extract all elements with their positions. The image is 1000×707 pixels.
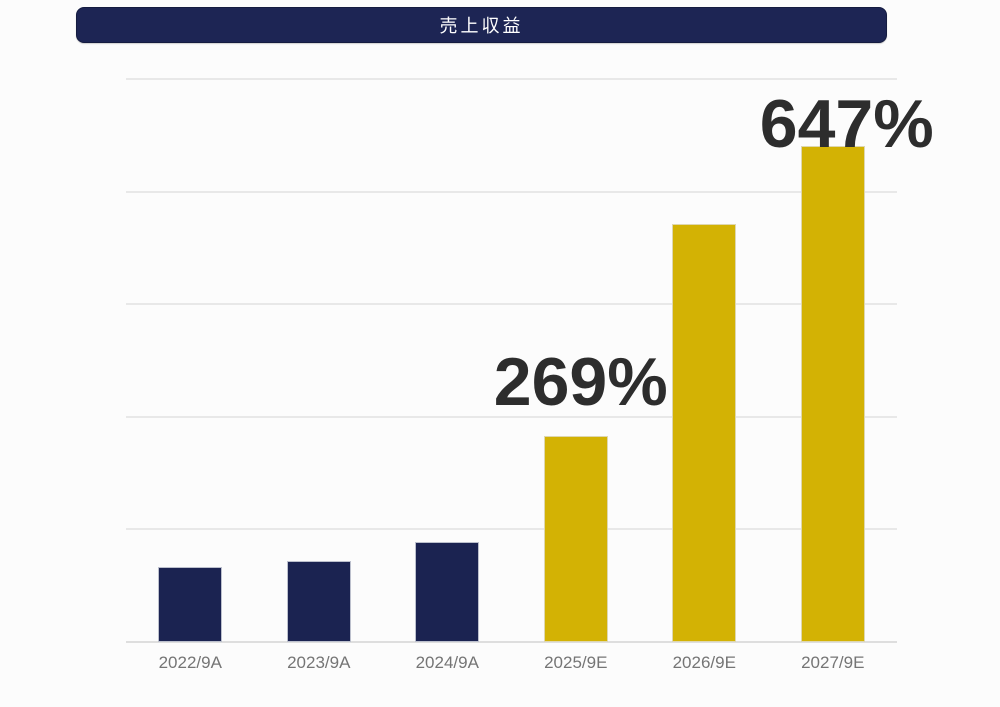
bar-2022/9A [158, 566, 223, 642]
gridline [126, 78, 897, 80]
growth-annotation: 647% [759, 86, 934, 163]
x-tick-label: 2023/9A [287, 653, 351, 672]
bar-2024/9A [415, 542, 480, 642]
x-tick-label: 2024/9A [415, 653, 479, 672]
x-tick-label: 2025/9E [544, 653, 608, 672]
gridline [126, 415, 897, 418]
chart-title: 売上収益 [439, 16, 524, 36]
bar-2027/9E [800, 146, 865, 642]
gridline [126, 190, 897, 193]
x-tick-label: 2022/9A [158, 653, 222, 672]
bar-2026/9E [672, 223, 737, 642]
x-tick-label: 2026/9E [672, 653, 736, 672]
gridline [126, 528, 897, 531]
x-axis-line [126, 641, 897, 643]
bar-2023/9A [286, 560, 351, 642]
gridline [126, 303, 897, 306]
growth-annotation: 269% [493, 343, 668, 420]
title-banner: 売上収益 [76, 7, 887, 43]
x-tick-label: 2027/9E [801, 653, 865, 672]
bar-2025/9E [543, 435, 608, 642]
